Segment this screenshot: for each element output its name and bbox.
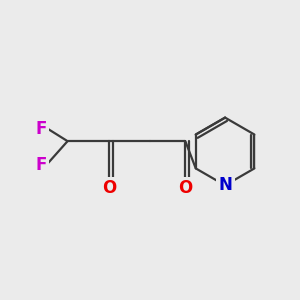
Text: O: O (178, 179, 193, 197)
Text: N: N (218, 176, 232, 194)
Text: F: F (35, 120, 47, 138)
Text: O: O (102, 179, 116, 197)
Text: F: F (35, 156, 47, 174)
